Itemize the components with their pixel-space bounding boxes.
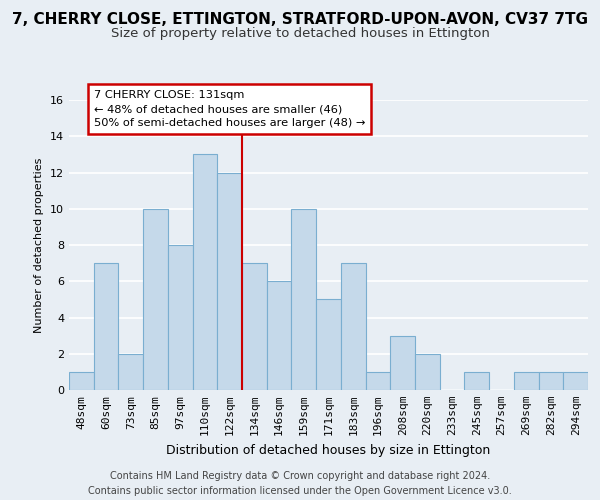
Y-axis label: Number of detached properties: Number of detached properties [34, 158, 44, 332]
Bar [563, 372, 588, 390]
Bar [415, 354, 440, 390]
Bar [118, 354, 143, 390]
Bar [390, 336, 415, 390]
Bar [69, 372, 94, 390]
Bar [464, 372, 489, 390]
Bar [94, 263, 118, 390]
Text: 7, CHERRY CLOSE, ETTINGTON, STRATFORD-UPON-AVON, CV37 7TG: 7, CHERRY CLOSE, ETTINGTON, STRATFORD-UP… [12, 12, 588, 28]
Bar [365, 372, 390, 390]
Bar [514, 372, 539, 390]
Bar [193, 154, 217, 390]
Bar [316, 300, 341, 390]
Bar [539, 372, 563, 390]
Text: 7 CHERRY CLOSE: 131sqm
← 48% of detached houses are smaller (46)
50% of semi-det: 7 CHERRY CLOSE: 131sqm ← 48% of detached… [94, 90, 365, 128]
Bar [267, 281, 292, 390]
Bar [242, 263, 267, 390]
Bar [292, 209, 316, 390]
Bar [217, 172, 242, 390]
Bar [168, 245, 193, 390]
Text: Size of property relative to detached houses in Ettington: Size of property relative to detached ho… [110, 28, 490, 40]
Bar [143, 209, 168, 390]
X-axis label: Distribution of detached houses by size in Ettington: Distribution of detached houses by size … [166, 444, 491, 456]
Bar [341, 263, 365, 390]
Text: Contains HM Land Registry data © Crown copyright and database right 2024.
Contai: Contains HM Land Registry data © Crown c… [88, 471, 512, 496]
